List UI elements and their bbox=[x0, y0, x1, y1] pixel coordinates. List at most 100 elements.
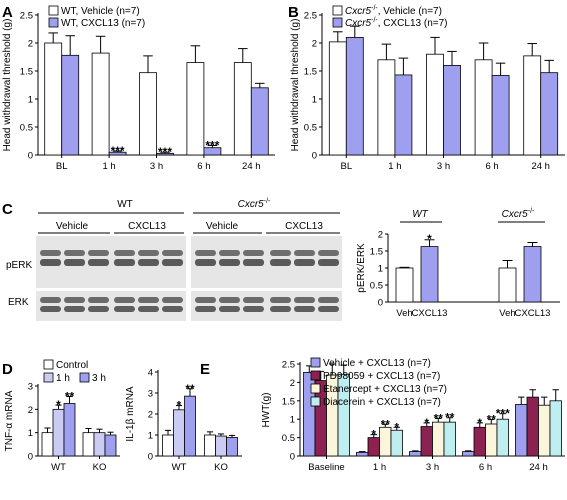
d2-ytick-label-1: 1 bbox=[148, 431, 153, 442]
d-legend-1-text: 1 h bbox=[56, 373, 70, 384]
blot-perk-band-upper-7 bbox=[219, 250, 240, 256]
blot-erk-band-upper-5 bbox=[162, 297, 183, 303]
e-bar-2-0 bbox=[409, 451, 422, 457]
c-bar-1 bbox=[420, 246, 439, 303]
e-bar-3-2 bbox=[485, 423, 498, 457]
c-xtick-label-3: CXCL13 bbox=[515, 308, 551, 319]
a-legend-0-part: WT, Vehicle (n=7) bbox=[61, 6, 140, 17]
blot-erk-band-lower-9 bbox=[270, 306, 291, 312]
e-bar-2-2 bbox=[432, 421, 445, 457]
blot-erk-band-upper-0 bbox=[40, 297, 61, 303]
b-bar-0-0 bbox=[328, 41, 347, 156]
blot-erk-band-upper-9 bbox=[270, 297, 291, 303]
e-ytick-label-5: 2.5 bbox=[282, 360, 295, 371]
a-legend-1-part: WT, CXCL13 (n=7) bbox=[61, 18, 145, 29]
a-legend-1-text: WT, CXCL13 (n=7) bbox=[61, 18, 145, 29]
blot-perk-band-lower-5 bbox=[162, 259, 183, 266]
d2-annotation-0: * bbox=[177, 399, 182, 413]
c-group-ko-prefix: Cxcr5 bbox=[502, 209, 529, 220]
d1-ylabel-part: TNF- bbox=[4, 429, 15, 452]
b-bar-0-1 bbox=[345, 37, 364, 156]
e-bar-2-1 bbox=[420, 426, 433, 457]
blot-perk-band-lower-6 bbox=[195, 259, 216, 266]
e-bar-3-1 bbox=[473, 426, 486, 457]
b-legend-1-part: -/- bbox=[371, 17, 378, 24]
blot-erk-band-lower-0 bbox=[40, 306, 61, 312]
b-xtick-label-1: 1 h bbox=[388, 161, 401, 172]
blot-ko-label: Cxcr5-/- bbox=[238, 198, 271, 210]
b-legend-1-text: Cxcr5-/-, CXCL13 (n=7) bbox=[345, 17, 448, 29]
e-legend-0-part: Vehicle + CXCL13 (n=7) bbox=[323, 358, 431, 369]
a-bar-3-1 bbox=[203, 147, 222, 156]
a-xtick-label-0: BL bbox=[56, 161, 68, 172]
a-xtick-label-1: 1 h bbox=[102, 161, 115, 172]
d-legend-2-part: 3 h bbox=[92, 373, 106, 384]
e-xtick-label-3: 6 h bbox=[479, 462, 492, 473]
e-ytick-label-0: 0 bbox=[290, 452, 295, 463]
e-annotation-8: *** bbox=[496, 407, 510, 421]
d1-ytick-label-0: 0 bbox=[28, 452, 33, 463]
blot-erk-band-upper-10 bbox=[294, 297, 315, 303]
d2-ytick-label-3: 3 bbox=[148, 389, 153, 400]
blot-erk-band-lower-3 bbox=[114, 306, 135, 312]
d2-ytick-label-0: 0 bbox=[148, 452, 153, 463]
blot-erk-band-upper-1 bbox=[64, 297, 85, 303]
blot-perk-band-upper-2 bbox=[88, 250, 109, 256]
e-bar-1-2 bbox=[379, 426, 392, 457]
e-legend-1-part: PD98059 + CXCL13 (n=7) bbox=[323, 371, 440, 382]
a-xtick-label-2: 3 h bbox=[150, 161, 163, 172]
blot-erk-band-lower-10 bbox=[294, 306, 315, 312]
c-ylabel-part: pERK/ERK bbox=[356, 243, 367, 293]
d2-ylabel-part: β bbox=[125, 418, 136, 424]
blot-erk-band-lower-11 bbox=[318, 306, 339, 312]
e-legend-2-text: Etanercept + CXCL13 (n=7) bbox=[323, 384, 447, 395]
e-ytick-label-2: 1 bbox=[290, 415, 295, 426]
blot-perk-band-lower-2 bbox=[88, 259, 109, 266]
d-legend-1-swatch bbox=[43, 372, 54, 383]
e-ylabel-part: HWT(g) bbox=[261, 393, 272, 428]
e-legend-2-part: Etanercept + CXCL13 (n=7) bbox=[323, 384, 447, 395]
d2-annotation-1: ** bbox=[185, 382, 195, 396]
blot-perk-bg-ko bbox=[191, 236, 342, 288]
panel-letter-b: B bbox=[288, 4, 299, 21]
e-ytick-label-1: 0.5 bbox=[282, 433, 295, 444]
blot-perk-band-upper-6 bbox=[195, 250, 216, 256]
blot-erk-band-upper-2 bbox=[88, 297, 109, 303]
e-ylabel: HWT(g) bbox=[261, 393, 272, 428]
b-legend-0-text: Cxcr5-/-, Vehicle (n=7) bbox=[345, 5, 442, 17]
d1-bar-0-0 bbox=[41, 432, 54, 457]
panel-letter-c: C bbox=[2, 201, 13, 218]
b-xtick-label-0: BL bbox=[340, 161, 352, 172]
blot-erk-band-lower-5 bbox=[162, 306, 183, 312]
e-annotation-7: ** bbox=[487, 413, 497, 427]
b-ytick-label-2: 1 bbox=[312, 95, 317, 106]
d2-xtick-label-1: KO bbox=[214, 462, 228, 473]
d1-bar-0-1 bbox=[52, 408, 65, 457]
blot-perk-band-upper-10 bbox=[294, 250, 315, 256]
blot-perk-band-lower-10 bbox=[294, 259, 315, 266]
c-group-ko-sup: -/- bbox=[528, 208, 535, 215]
b-legend-0-part: -/- bbox=[371, 5, 378, 12]
blot-erk-label: ERK bbox=[8, 297, 29, 308]
blot-erk-band-lower-6 bbox=[195, 306, 216, 312]
blot-erk-band-upper-11 bbox=[318, 297, 339, 303]
d-legend-0-swatch bbox=[43, 359, 54, 370]
a-legend-1-swatch bbox=[48, 17, 59, 28]
blot-erk-band-upper-7 bbox=[219, 297, 240, 303]
b-bar-1-1 bbox=[394, 74, 413, 156]
d2-ylabel-part: IL-1 bbox=[125, 424, 136, 442]
blot-erk-band-lower-8 bbox=[243, 306, 264, 312]
e-bar-4-3 bbox=[549, 400, 562, 457]
c-xtick-label-1: CXCL13 bbox=[412, 308, 448, 319]
blot-perk-band-lower-0 bbox=[40, 259, 61, 266]
b-legend-1-part: Cxcr5 bbox=[345, 18, 372, 29]
e-bar-3-0 bbox=[462, 451, 475, 457]
blot-erk-band-upper-4 bbox=[138, 297, 159, 303]
blot-veh-2: Vehicle bbox=[206, 221, 239, 232]
c-bar-0 bbox=[395, 267, 414, 303]
e-xtick-label-2: 3 h bbox=[426, 462, 439, 473]
blot-erk-band-upper-6 bbox=[195, 297, 216, 303]
d1-bar-1-1 bbox=[93, 432, 106, 457]
b-bar-4-1 bbox=[540, 72, 559, 156]
